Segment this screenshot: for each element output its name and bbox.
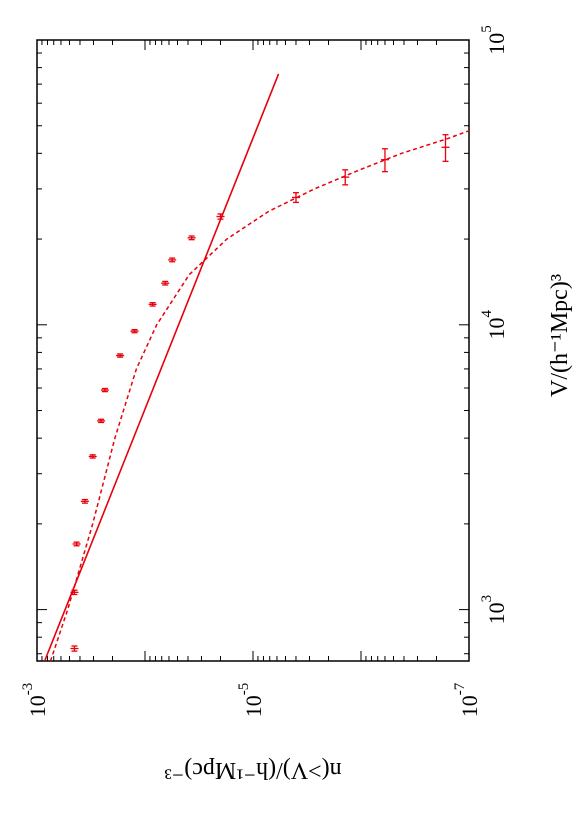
data-point bbox=[88, 454, 97, 459]
data-point bbox=[116, 353, 125, 358]
data-point bbox=[70, 589, 79, 596]
data-point bbox=[70, 645, 79, 652]
data-point bbox=[100, 387, 109, 393]
y-tick-label: 10-3 bbox=[20, 683, 50, 718]
x-tick-label: 105 bbox=[479, 25, 509, 55]
data-point bbox=[80, 498, 89, 504]
data-point bbox=[291, 192, 300, 204]
data-point bbox=[97, 418, 106, 424]
x-axis-label: V/(h⁻¹Mpc)³ bbox=[547, 274, 573, 397]
data-points bbox=[70, 134, 450, 652]
y-axis-label: n(>V)/(h⁻¹Mpc)⁻³ bbox=[164, 757, 341, 783]
y-tick-label: 10-5 bbox=[236, 683, 266, 718]
data-point bbox=[380, 148, 389, 173]
y-tick-label: 10-7 bbox=[452, 682, 482, 717]
data-point bbox=[72, 541, 81, 547]
data-point bbox=[187, 235, 196, 241]
series-lines bbox=[43, 73, 470, 662]
data-point bbox=[168, 257, 177, 263]
data-point bbox=[130, 328, 139, 334]
x-tick-label: 103 bbox=[479, 595, 509, 625]
data-point bbox=[441, 134, 450, 162]
model-curve-dashed bbox=[49, 130, 470, 662]
data-point bbox=[161, 280, 170, 286]
x-tick-label: 104 bbox=[479, 310, 509, 340]
power-law-fit-line bbox=[43, 73, 280, 662]
data-point bbox=[341, 169, 350, 186]
plot-area: 103 104 105 10-3 10-5 10-7 bbox=[20, 25, 509, 717]
plot-frame bbox=[36, 39, 470, 662]
tick-labels: 103 104 105 10-3 10-5 10-7 bbox=[20, 25, 509, 717]
tick-marks bbox=[37, 39, 470, 661]
data-point bbox=[216, 213, 225, 220]
data-point bbox=[148, 302, 157, 307]
